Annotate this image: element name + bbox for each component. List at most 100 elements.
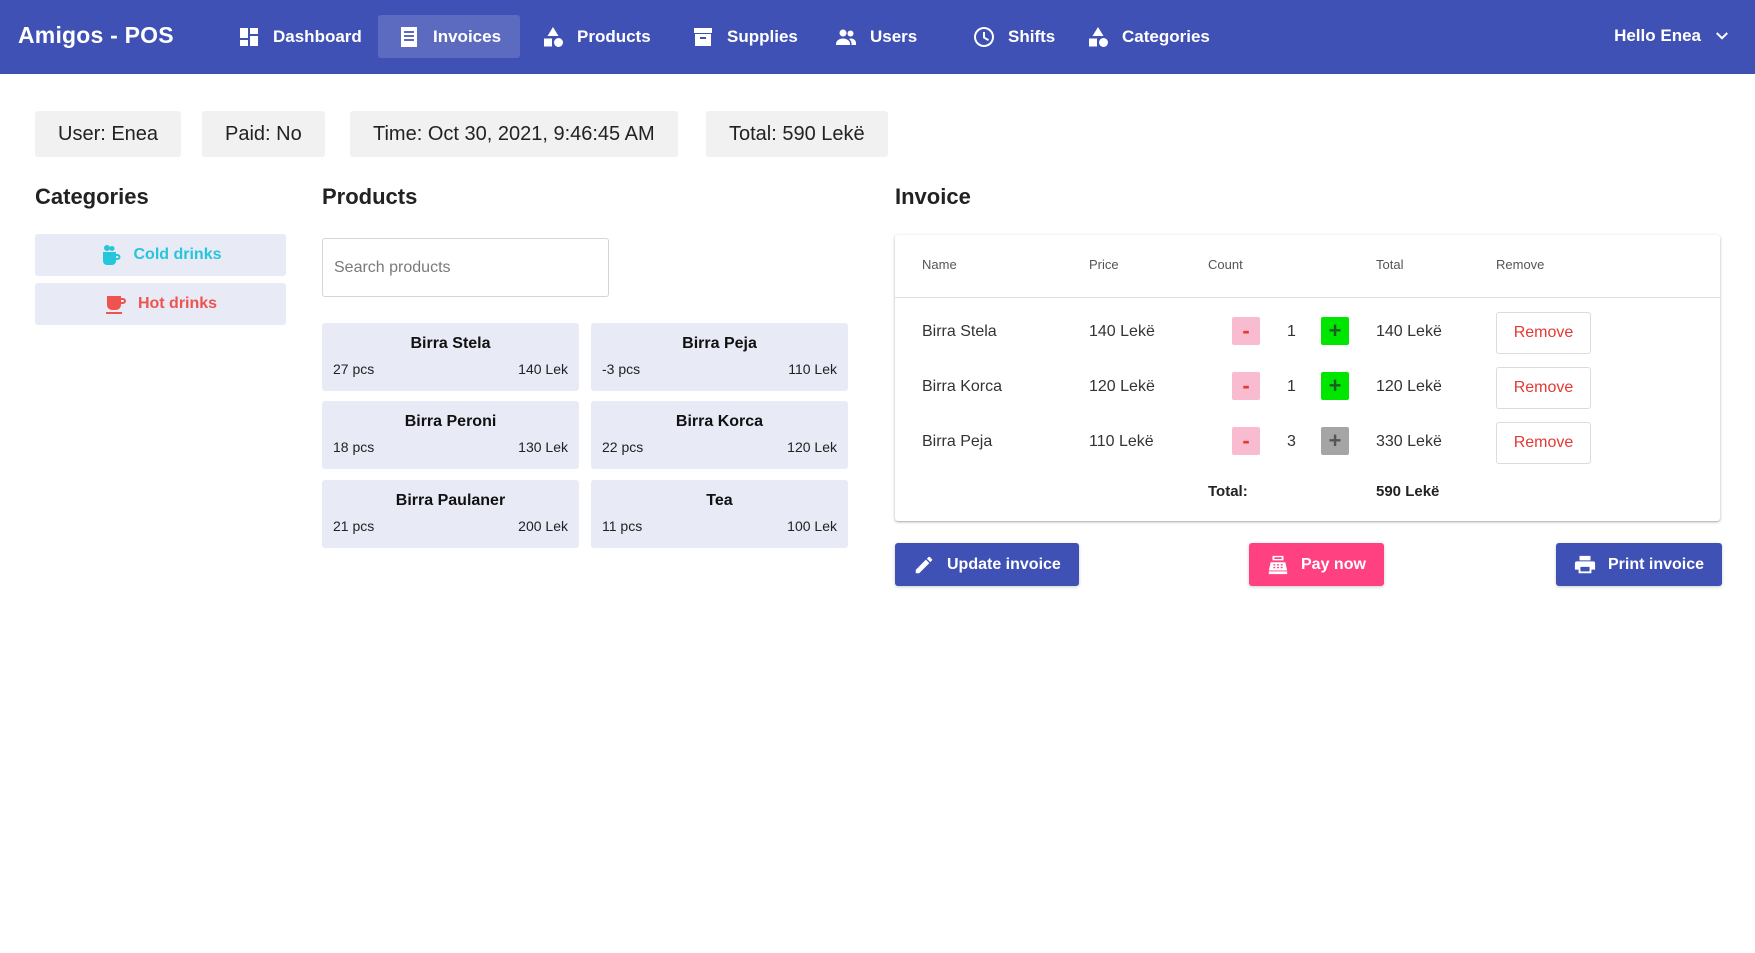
users-icon xyxy=(834,25,858,49)
nav-shifts-label: Shifts xyxy=(1008,26,1056,46)
row-total: 120 Lekë xyxy=(1376,378,1442,395)
decrease-count-button[interactable]: - xyxy=(1232,372,1260,400)
user-chip: User: Enea xyxy=(35,111,182,157)
row-total: 330 Lekë xyxy=(1376,433,1442,450)
cash-register-icon xyxy=(1268,555,1288,574)
category-hot-drinks-label: Hot drinks xyxy=(137,295,218,312)
archive-icon xyxy=(691,25,715,49)
product-card[interactable]: Birra Paulaner 21 pcs 200 Lek xyxy=(322,480,579,548)
nav-users[interactable]: Users xyxy=(815,15,936,58)
increase-count-button[interactable]: + xyxy=(1321,372,1349,400)
product-name: Birra Stela xyxy=(410,335,491,352)
product-stock: 21 pcs xyxy=(333,518,375,534)
products-title: Products xyxy=(322,184,418,209)
user-menu[interactable]: Hello Enea xyxy=(1614,26,1731,46)
nav-products[interactable]: Products xyxy=(522,15,670,58)
product-stock: 22 pcs xyxy=(602,439,644,455)
nav-dashboard[interactable]: Dashboard xyxy=(218,15,381,58)
decrease-count-button[interactable]: - xyxy=(1232,317,1260,345)
product-stock: 11 pcs xyxy=(602,518,643,534)
cold-drink-icon xyxy=(103,245,121,265)
invoice-total-value: 590 Lekë xyxy=(1376,483,1440,500)
column-header-name: Name xyxy=(922,257,957,272)
search-products-input[interactable] xyxy=(322,238,609,297)
row-name: Birra Stela xyxy=(922,323,997,340)
increase-count-button[interactable]: + xyxy=(1321,317,1349,345)
product-card[interactable]: Birra Stela 27 pcs 140 Lek xyxy=(322,323,579,391)
chevron-down-icon xyxy=(1716,32,1728,40)
column-header-remove: Remove xyxy=(1496,257,1545,272)
print-invoice-label: Print invoice xyxy=(1608,555,1705,573)
update-invoice-button[interactable]: Update invoice xyxy=(895,543,1079,586)
nav-products-label: Products xyxy=(577,26,651,46)
row-name: Birra Peja xyxy=(922,433,993,450)
category-cold-drinks[interactable]: Cold drinks xyxy=(35,234,286,276)
time-chip: Time: Oct 30, 2021, 9:46:45 AM xyxy=(350,111,678,157)
column-header-price: Price xyxy=(1089,257,1119,272)
nav-invoices-label: Invoices xyxy=(433,26,502,46)
user-greeting: Hello Enea xyxy=(1614,26,1701,45)
invoice-table: Name Price Count Total Remove Birra Stel… xyxy=(895,235,1720,521)
invoice-icon xyxy=(397,25,421,49)
row-price: 120 Lekë xyxy=(1089,378,1155,395)
product-card[interactable]: Birra Korca 22 pcs 120 Lek xyxy=(591,401,848,469)
column-header-count: Count xyxy=(1208,257,1243,272)
row-price: 110 Lekë xyxy=(1089,433,1154,450)
remove-row-button[interactable]: Remove xyxy=(1496,312,1591,354)
table-row: Birra Korca 120 Lekë - 1 + 120 Lekë Remo… xyxy=(895,360,1720,415)
increase-count-button[interactable]: + xyxy=(1321,427,1349,455)
row-price: 140 Lekë xyxy=(1089,323,1155,340)
product-stock: 27 pcs xyxy=(333,361,375,377)
remove-row-button[interactable]: Remove xyxy=(1496,422,1591,464)
product-name: Birra Peroni xyxy=(404,413,497,430)
table-row: Birra Stela 140 Lekë - 1 + 140 Lekë Remo… xyxy=(895,305,1720,360)
total-chip: Total: 590 Lekë xyxy=(706,111,888,157)
nav-invoices[interactable]: Invoices xyxy=(378,15,521,58)
print-invoice-button[interactable]: Print invoice xyxy=(1556,543,1723,586)
header-divider xyxy=(895,297,1720,298)
printer-icon xyxy=(1574,555,1596,573)
nav-dashboard-label: Dashboard xyxy=(273,26,362,46)
invoice-title: Invoice xyxy=(895,184,971,209)
product-price: 200 Lek xyxy=(518,518,568,534)
row-count: 1 xyxy=(1287,323,1296,340)
product-card[interactable]: Tea 11 pcs 100 Lek xyxy=(591,480,848,548)
product-price: 120 Lek xyxy=(787,439,837,455)
decrease-count-button[interactable]: - xyxy=(1232,427,1260,455)
row-name: Birra Korca xyxy=(922,378,1003,395)
product-price: 110 Lek xyxy=(788,361,837,377)
product-card[interactable]: Birra Peroni 18 pcs 130 Lek xyxy=(322,401,579,469)
hot-drink-icon xyxy=(105,296,126,314)
category-hot-drinks[interactable]: Hot drinks xyxy=(35,283,286,325)
row-count: 1 xyxy=(1287,378,1296,395)
product-name: Birra Peja xyxy=(682,335,757,352)
nav-categories-label: Categories xyxy=(1122,26,1210,46)
product-price: 100 Lek xyxy=(787,518,837,534)
product-stock: -3 pcs xyxy=(602,361,641,377)
invoice-total-label: Total: xyxy=(1208,483,1248,500)
pencil-icon xyxy=(915,556,933,573)
nav-shifts[interactable]: Shifts xyxy=(953,15,1074,58)
nav-supplies[interactable]: Supplies xyxy=(672,15,817,58)
shapes-icon xyxy=(541,25,565,49)
paid-chip: Paid: No xyxy=(202,111,325,157)
product-price: 130 Lek xyxy=(518,439,568,455)
app-title: Amigos - POS xyxy=(18,22,174,48)
clock-icon xyxy=(972,25,996,49)
table-row: Birra Peja 110 Lekë - 3 + 330 Lekë Remov… xyxy=(895,415,1720,470)
nav-supplies-label: Supplies xyxy=(727,26,798,46)
nav-categories[interactable]: Categories xyxy=(1067,15,1229,58)
dashboard-icon xyxy=(237,25,261,49)
product-name: Birra Korca xyxy=(675,413,764,430)
product-card[interactable]: Birra Peja -3 pcs 110 Lek xyxy=(591,323,848,391)
pay-now-label: Pay now xyxy=(1301,555,1366,573)
remove-row-button[interactable]: Remove xyxy=(1496,367,1591,409)
column-header-total: Total xyxy=(1376,257,1404,272)
pay-now-button[interactable]: Pay now xyxy=(1249,543,1384,586)
nav-users-label: Users xyxy=(870,26,918,46)
product-price: 140 Lek xyxy=(518,361,568,377)
update-invoice-label: Update invoice xyxy=(947,555,1061,573)
shapes-icon xyxy=(1086,25,1110,49)
top-navigation-bar: Amigos - POS Dashboard Invoices Products… xyxy=(0,0,1755,74)
product-name: Tea xyxy=(706,492,733,509)
